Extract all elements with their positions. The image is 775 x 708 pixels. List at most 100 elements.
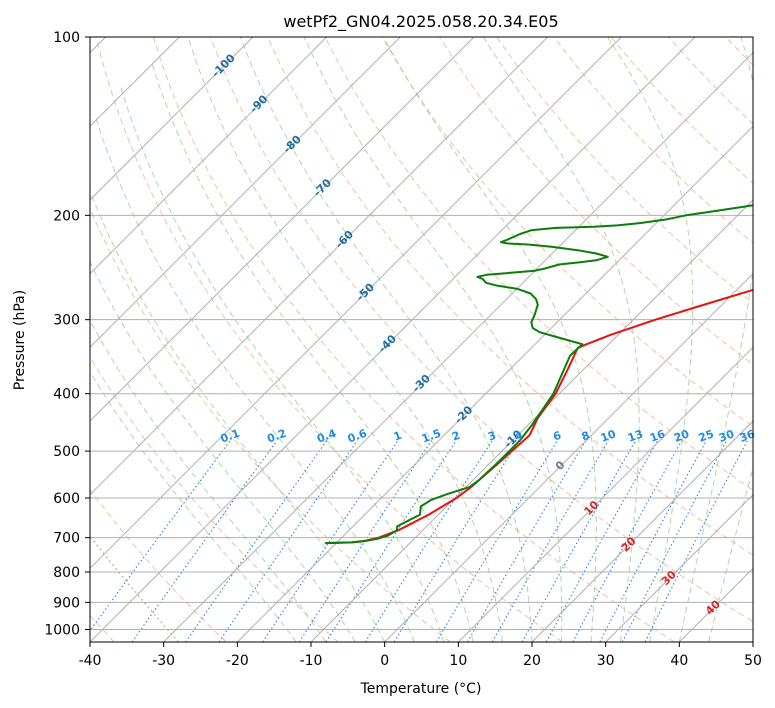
dewpoint-trace xyxy=(325,204,753,545)
x-tick-label: -40 xyxy=(79,653,102,669)
dry-adiabat-line xyxy=(210,37,753,623)
y-tick-label: 800 xyxy=(53,565,80,581)
mixing-ratio-line xyxy=(185,440,328,642)
mixing-ratio-line xyxy=(491,440,609,642)
x-tick-label: -20 xyxy=(226,653,249,669)
x-axis-ticks: -40 -30 -20 -10 0 10 20 30 40 50 xyxy=(79,642,762,669)
mixing-ratio-label: 36 xyxy=(738,427,757,445)
mixing-ratio-label: 0.2 xyxy=(265,427,288,446)
isotherm-line xyxy=(90,37,254,201)
mixing-ratio-label: 4 xyxy=(513,429,525,444)
y-tick-label: 900 xyxy=(53,595,80,611)
mixing-ratio-label: 0.1 xyxy=(219,427,242,446)
moist-adiabat-line xyxy=(90,370,297,642)
isotherm-line xyxy=(90,37,328,275)
x-tick-label: 10 xyxy=(449,653,467,669)
mixing-ratio-label: 3 xyxy=(486,429,498,444)
mixing-ratio-line xyxy=(325,440,457,642)
mixing-ratio-line xyxy=(572,440,683,642)
y-axis-label: Pressure (hPa) xyxy=(12,290,28,390)
moist-adiabat-line xyxy=(607,37,694,642)
mixing-ratio-label: 1.5 xyxy=(420,427,443,446)
mixing-ratio-label: 30 xyxy=(717,427,736,445)
y-tick-label: 700 xyxy=(53,531,80,547)
sounding-traces xyxy=(325,204,753,545)
mixing-ratio-line xyxy=(298,440,432,642)
dry-adiabat-line xyxy=(95,37,563,642)
x-tick-label: -30 xyxy=(152,653,175,669)
y-tick-label: 500 xyxy=(53,444,80,460)
mixing-ratio-line xyxy=(262,440,399,642)
moist-adiabat-line xyxy=(187,37,503,642)
isotherm-line xyxy=(90,37,696,642)
moist-adiabat-line xyxy=(90,319,327,642)
y-tick-label: 600 xyxy=(53,491,80,507)
mixing-ratio-label: 6 xyxy=(551,429,563,444)
mixing-ratio-line xyxy=(521,440,637,642)
x-tick-label: 30 xyxy=(597,653,615,669)
pressure-gridlines xyxy=(90,37,753,630)
x-tick-label: 20 xyxy=(523,653,541,669)
y-tick-label: 400 xyxy=(53,387,80,403)
moist-adiabat-line xyxy=(150,61,474,642)
y-tick-label: 300 xyxy=(53,313,80,329)
mixing-ratio-line xyxy=(364,440,493,642)
mixing-ratio-label: 2 xyxy=(450,429,462,444)
isotherm-line xyxy=(531,420,753,642)
x-axis-label: Temperature (°C) xyxy=(360,681,482,697)
mixing-ratio-label: 0.6 xyxy=(346,427,369,446)
mixing-ratio-line xyxy=(435,440,558,642)
y-axis-ticks: 100 200 300 400 500 600 700 800 900 1000 xyxy=(44,30,90,638)
isotherm-line xyxy=(90,37,622,570)
isotherm-line xyxy=(457,346,753,642)
temperature-trace xyxy=(325,288,753,545)
isotherm-line xyxy=(90,37,401,349)
mixing-ratio-line xyxy=(467,440,587,642)
tan-dotted-curve xyxy=(90,534,179,642)
x-tick-label: 50 xyxy=(744,653,762,669)
mixing-ratio-label: 0.4 xyxy=(315,427,338,446)
mixing-ratio-label: 1 xyxy=(392,429,404,444)
x-tick-label: 0 xyxy=(380,653,389,669)
plot-area xyxy=(90,37,753,642)
isotherm-line xyxy=(310,199,753,642)
mixing-ratio-line xyxy=(644,440,748,642)
plot-frame xyxy=(89,36,754,643)
isotherm-line xyxy=(236,125,753,642)
moist-adiabat-line xyxy=(678,37,753,642)
mixing-ratio-label: 20 xyxy=(672,427,691,445)
moist-adiabat-line xyxy=(239,37,533,642)
isotherm-line xyxy=(90,37,549,496)
moist-adiabat-line xyxy=(90,260,356,642)
chart-title: wetPf2_GN04.2025.058.20.34.E05 xyxy=(283,12,558,32)
moist-adiabat-line xyxy=(94,114,415,642)
mixing-ratio-line xyxy=(545,440,659,642)
mixing-ratio-label: 10 xyxy=(599,427,618,445)
dry-adiabat-line xyxy=(90,207,451,642)
y-tick-label: 200 xyxy=(53,208,80,224)
moist-adiabat-line xyxy=(708,466,753,642)
isotherm-line xyxy=(605,493,753,642)
x-tick-label: 40 xyxy=(670,653,688,669)
isotherm-line xyxy=(163,51,753,642)
mixing-ratio-label: 8 xyxy=(580,429,592,444)
skewed-isotherms xyxy=(90,37,753,642)
isotherm-line xyxy=(384,272,753,642)
mixing-ratio-line xyxy=(131,440,278,642)
dry-adiabat-line xyxy=(90,356,339,642)
mixing-ratio-label: 13 xyxy=(626,427,645,444)
mixing-ratio-line xyxy=(90,440,231,632)
moist-adiabat-line xyxy=(303,37,563,642)
dry-adiabat-line xyxy=(496,37,753,304)
mixing-ratio-label: 25 xyxy=(697,427,716,444)
moist-adiabat-line xyxy=(119,83,445,642)
mixing-ratio-label: 16 xyxy=(648,427,667,445)
y-tick-label: 100 xyxy=(53,30,80,46)
tan-dotted-line xyxy=(90,534,179,642)
moist-adiabat-line xyxy=(383,37,597,642)
y-tick-label: 1000 xyxy=(44,622,80,638)
isotherm-line xyxy=(90,37,475,422)
x-tick-label: -10 xyxy=(300,653,323,669)
